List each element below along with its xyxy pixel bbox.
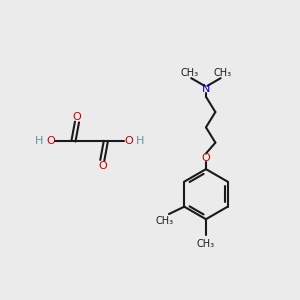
Text: O: O	[46, 136, 55, 146]
Text: O: O	[202, 153, 210, 163]
Text: CH₃: CH₃	[197, 239, 215, 249]
Text: N: N	[202, 84, 210, 94]
Text: CH₃: CH₃	[155, 215, 174, 226]
Text: O: O	[73, 112, 81, 122]
Text: CH₃: CH₃	[214, 68, 232, 78]
Text: O: O	[98, 160, 107, 171]
Text: O: O	[124, 136, 133, 146]
Text: H: H	[35, 136, 43, 146]
Text: CH₃: CH₃	[181, 68, 199, 78]
Text: H: H	[136, 136, 145, 146]
